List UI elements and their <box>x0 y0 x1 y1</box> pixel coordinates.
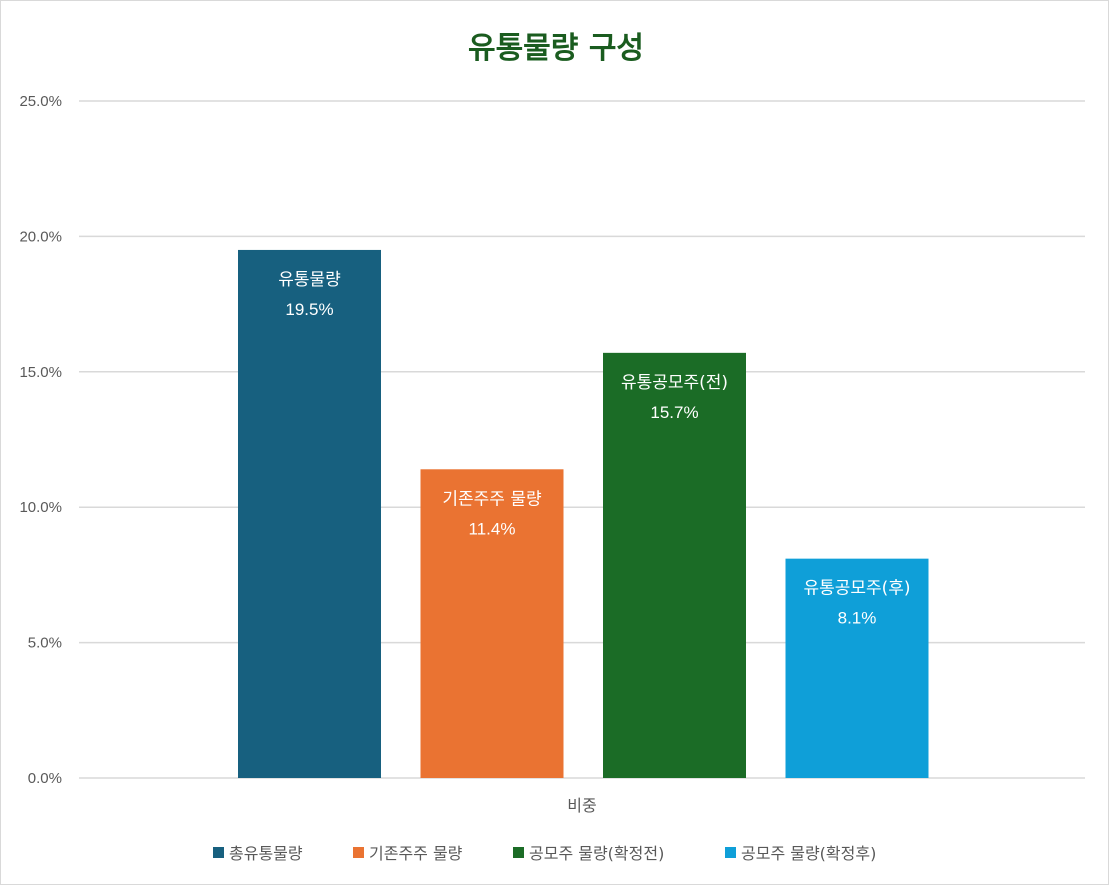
bar-2 <box>420 469 564 778</box>
bar-label-name: 유통물량 <box>278 270 341 290</box>
bar-label-name: 유통공모주(후) <box>803 579 910 599</box>
y-tick-label: 10.0% <box>19 499 62 516</box>
legend-swatch-2 <box>353 847 364 858</box>
y-tick-label: 20.0% <box>19 228 62 245</box>
bar-3 <box>603 352 746 778</box>
y-tick-label: 25.0% <box>19 93 62 110</box>
legend-label-3: 공모주 물량(확정전) <box>529 844 664 863</box>
x-axis-categories: 비중 <box>567 796 596 815</box>
bars <box>238 249 929 778</box>
legend: 총유통물량 기존주주 물량 공모주 물량(확정전) 공모주 물량(확정후) <box>213 844 876 863</box>
y-tick-label: 15.0% <box>19 364 62 381</box>
legend-swatch-4 <box>725 847 736 858</box>
legend-label-4: 공모주 물량(확정후) <box>741 844 876 863</box>
bar-label-value: 8.1% <box>838 609 877 628</box>
y-tick-label: 5.0% <box>28 635 62 652</box>
bar-4 <box>785 558 929 778</box>
chart-title: 유통물량 구성 <box>468 31 644 66</box>
bar-1 <box>238 249 381 778</box>
legend-label-2: 기존주주 물량 <box>369 844 463 863</box>
bar-label-value: 11.4% <box>469 519 516 538</box>
gridlines <box>79 100 1085 779</box>
category-label: 비중 <box>567 796 596 815</box>
bar-label-name: 유통공모주(전) <box>621 373 728 393</box>
bar-label-value: 15.7% <box>650 403 698 422</box>
legend-label-1: 총유통물량 <box>229 844 303 863</box>
bar-label-name: 기존주주 물량 <box>442 489 542 509</box>
data-labels: 유통물량 19.5% 기존주주 물량 11.4% 유통공모주(전) 15.7% 유통공모주(… <box>278 270 910 628</box>
y-tick-label: 0.0% <box>28 770 62 787</box>
legend-swatch-3 <box>513 847 524 858</box>
y-axis-ticks: 0.0% 5.0% 10.0% 15.0% 20.0% 25.0% <box>19 93 62 787</box>
bar-label-value: 19.5% <box>285 300 333 319</box>
legend-swatch-1 <box>213 847 224 858</box>
